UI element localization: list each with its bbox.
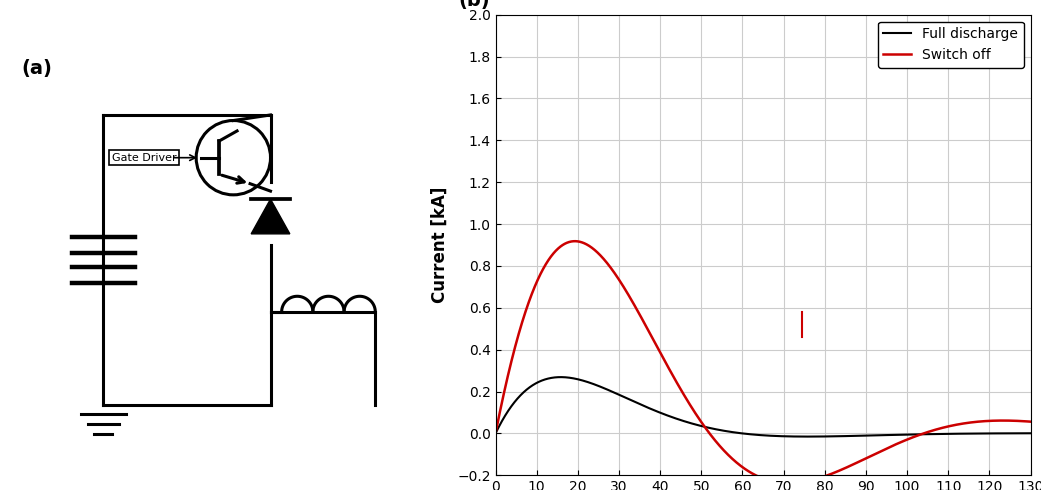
Full discharge [1014, 430, 1026, 436]
Full discharge [582, 379, 594, 385]
Y-axis label: Current [kA]: Current [kA] [431, 187, 449, 303]
Full discharge [551, 374, 563, 380]
Line: Switch off: Switch off [496, 241, 1031, 483]
Text: Gate Driver: Gate Driver [111, 153, 177, 163]
Switch off [1014, 418, 1026, 424]
Text: (b): (b) [458, 0, 489, 10]
Switch off [582, 243, 594, 248]
Switch off [568, 238, 581, 244]
Full discharge [802, 434, 814, 440]
Line: Full discharge: Full discharge [496, 377, 1031, 437]
Full discharge [555, 374, 567, 380]
Switch off [1024, 419, 1037, 425]
Switch off [783, 480, 795, 486]
Full discharge [489, 431, 502, 437]
Full discharge [1024, 430, 1037, 436]
Switch off [694, 418, 707, 424]
Polygon shape [251, 199, 289, 234]
Full discharge [957, 431, 969, 437]
Switch off [718, 448, 731, 454]
Switch off [551, 247, 563, 253]
Full discharge [718, 428, 731, 434]
Legend: Full discharge, Switch off: Full discharge, Switch off [878, 22, 1023, 68]
Full discharge [694, 423, 707, 429]
Text: (a): (a) [22, 59, 52, 78]
Switch off [957, 420, 969, 426]
Switch off [489, 431, 502, 437]
